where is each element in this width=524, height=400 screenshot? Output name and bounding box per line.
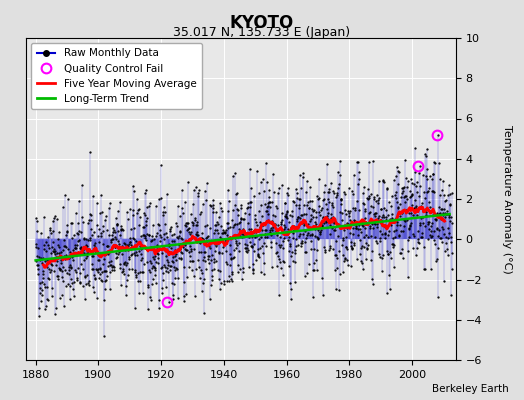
Text: 35.017 N, 135.733 E (Japan): 35.017 N, 135.733 E (Japan)	[173, 26, 351, 39]
Y-axis label: Temperature Anomaly (°C): Temperature Anomaly (°C)	[501, 125, 511, 273]
Legend: Raw Monthly Data, Quality Control Fail, Five Year Moving Average, Long-Term Tren: Raw Monthly Data, Quality Control Fail, …	[31, 43, 202, 109]
Text: KYOTO: KYOTO	[230, 14, 294, 32]
Text: Berkeley Earth: Berkeley Earth	[432, 384, 508, 394]
